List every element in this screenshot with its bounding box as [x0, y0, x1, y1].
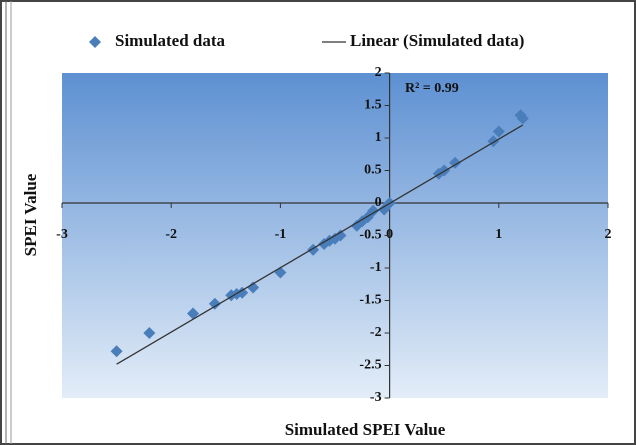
point [516, 112, 529, 125]
x-axis-title: Simulated SPEI Value [285, 420, 446, 439]
legend-swatch [89, 36, 101, 48]
y-tick-label: 2 [375, 65, 382, 80]
point [492, 125, 505, 138]
x-tick-label: -3 [56, 227, 68, 242]
y-tick-label: 1.5 [364, 98, 382, 113]
y-tick-label: -2.5 [359, 358, 381, 373]
point [247, 281, 260, 294]
point [208, 297, 221, 310]
y-tick-label: -1.5 [359, 293, 381, 308]
x-tick-label: -1 [275, 227, 287, 242]
point [143, 327, 156, 339]
point [334, 229, 347, 242]
y-tick-label: -2 [370, 325, 382, 340]
x-tick-label: 0 [386, 227, 393, 242]
x-tick-label: -2 [165, 227, 177, 242]
point [367, 204, 380, 217]
x-tick-label: 1 [495, 227, 502, 242]
y-tick-label: -1 [370, 260, 382, 275]
trend-line [116, 124, 524, 365]
point [236, 286, 249, 299]
y-tick-label: 1 [375, 130, 382, 145]
legend-label: Simulated data [115, 31, 226, 50]
y-tick-label: -3 [370, 390, 382, 405]
point [187, 307, 200, 320]
y-tick-label: 0 [375, 195, 382, 210]
annotation: R² = 0.99 [405, 81, 459, 96]
point [110, 345, 123, 358]
legend-label: Linear (Simulated data) [350, 31, 524, 50]
point [449, 156, 462, 169]
y-tick-label: -0.5 [359, 228, 381, 243]
x-tick-label: 2 [605, 227, 612, 242]
y-tick-label: 0.5 [364, 163, 382, 178]
y-axis-title: SPEI Value [21, 173, 40, 256]
